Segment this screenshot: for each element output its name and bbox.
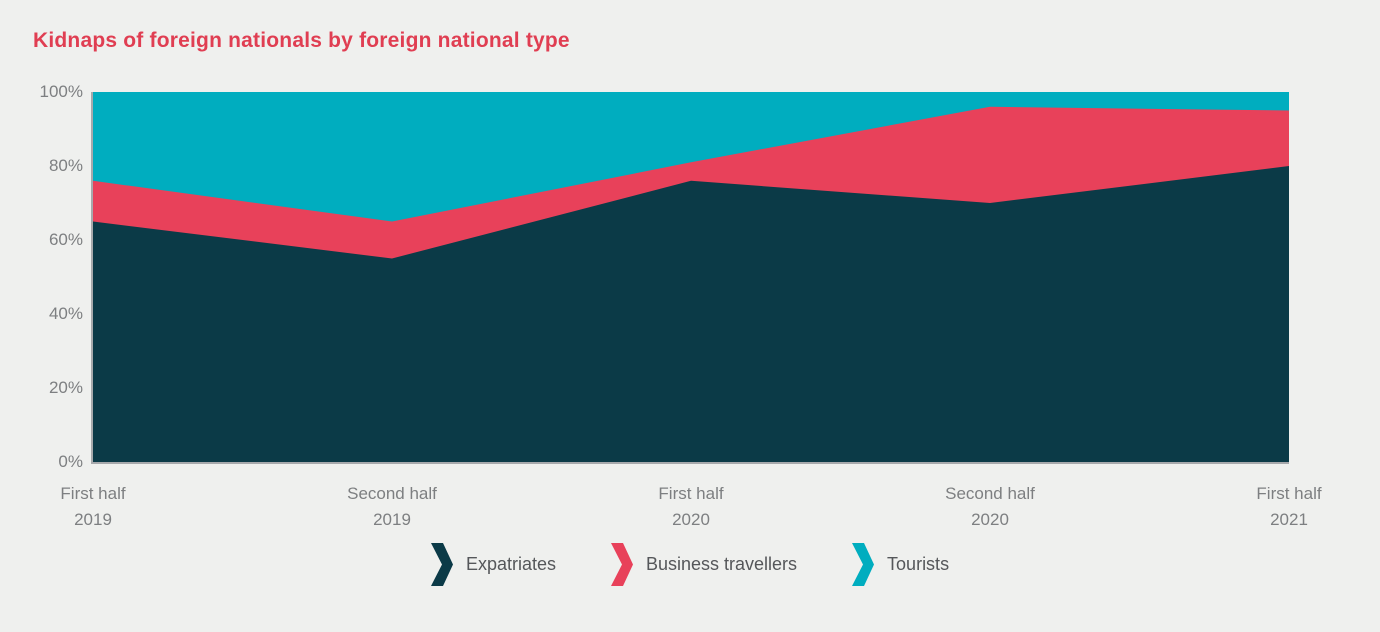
stacked-area-chart bbox=[93, 92, 1289, 462]
plot-area bbox=[91, 92, 1289, 464]
y-tick-label: 20% bbox=[48, 378, 83, 397]
x-tick-label: First half 2020 bbox=[658, 484, 724, 529]
y-tick-label: 100% bbox=[39, 82, 83, 101]
x-tick-label: Second half 2019 bbox=[347, 484, 437, 529]
y-tick-label: 60% bbox=[48, 230, 83, 249]
chart-title: Kidnaps of foreign nationals by foreign … bbox=[33, 29, 570, 52]
y-tick-label: 80% bbox=[48, 156, 83, 175]
x-axis-tick-labels: First half 2019 Second half 2019 First half 2… bbox=[60, 481, 1321, 537]
legend: Expatriates Business travellers Tourists bbox=[0, 542, 1380, 586]
x-tick-label: First half 2019 bbox=[60, 484, 126, 529]
y-axis-tick-labels: 100% 80% 60% 40% 20% 0% bbox=[0, 82, 83, 471]
legend-label-expatriates: Expatriates bbox=[465, 553, 556, 574]
legend-item-business-travellers: Business travellers bbox=[610, 542, 798, 586]
x-tick-label: Second half 2020 bbox=[945, 484, 1035, 529]
expatriates-chevron-icon bbox=[430, 542, 453, 586]
legend-item-expatriates: Expatriates bbox=[430, 542, 556, 586]
business-travellers-chevron-icon bbox=[610, 542, 633, 586]
legend-label-business-travellers: Business travellers bbox=[645, 553, 798, 574]
legend-item-tourists: Tourists bbox=[852, 542, 950, 586]
area-expatriates bbox=[93, 166, 1289, 462]
legend-label-tourists: Tourists bbox=[887, 553, 950, 574]
y-tick-label: 40% bbox=[48, 304, 83, 323]
tourists-chevron-icon bbox=[852, 542, 875, 586]
y-tick-label: 0% bbox=[58, 452, 83, 471]
x-tick-label: First half 2021 bbox=[1256, 484, 1322, 529]
